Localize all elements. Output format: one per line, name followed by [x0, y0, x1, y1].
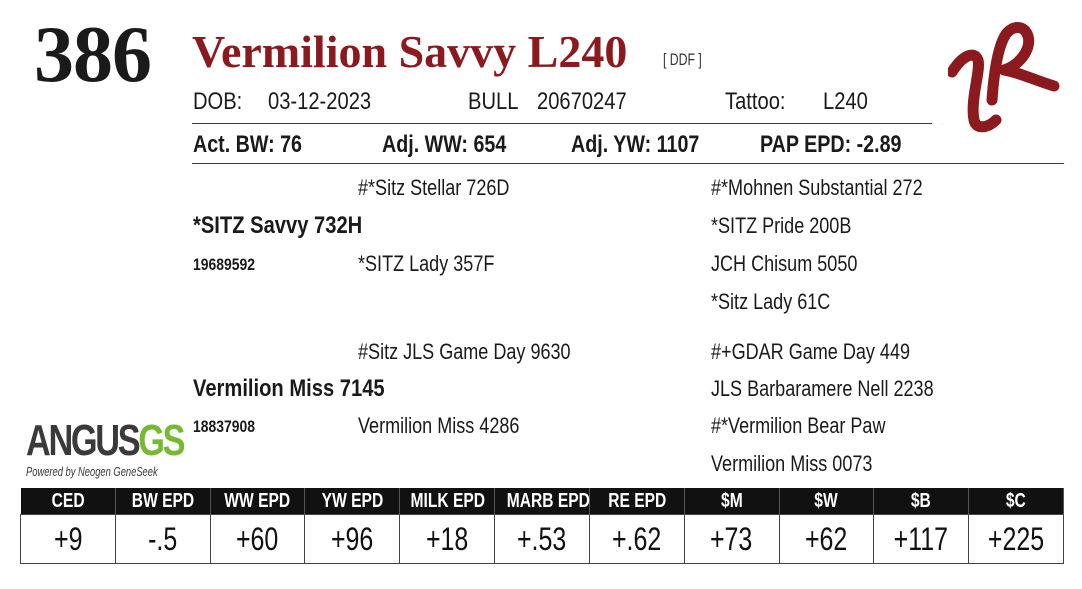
- sire-name: *SITZ Savvy 732H: [193, 212, 363, 239]
- epd-value-row: +9 -.5 +60 +96 +18 +.53 +.62 +73 +62 +11…: [20, 514, 1064, 564]
- sire-sire-dam: *SITZ Pride 200B: [711, 213, 852, 238]
- measures-divider: [192, 163, 1064, 164]
- angus-logo-tagline: Powered by Neogen GeneSeek: [26, 464, 158, 479]
- epd-header: $B: [873, 488, 970, 515]
- dam-sire-dam: JLS Barbaramere Nell 2238: [711, 376, 934, 401]
- animal-name: Vermilion Savvy L240: [192, 26, 628, 77]
- adjusted-weaning-weight: Adj. WW: 654: [382, 131, 507, 158]
- angus-logo-accent: GS: [138, 416, 185, 465]
- tattoo-label: Tattoo:: [725, 88, 786, 115]
- dam-dam-dam: Vermilion Miss 0073: [711, 451, 873, 476]
- sire-dam: *SITZ Lady 357F: [358, 251, 495, 276]
- sire-registration: 19689592: [193, 255, 256, 274]
- sire-dam-sire: JCH Chisum 5050: [711, 251, 858, 276]
- tattoo-value: L240: [823, 88, 868, 115]
- registration-number: 20670247: [537, 88, 627, 115]
- adjusted-yearling-weight: Adj. YW: 1107: [571, 131, 700, 158]
- lot-number: 386: [34, 11, 152, 99]
- genetic-tag: [ DDF ]: [663, 50, 702, 69]
- dam-dam-sire: #*Vermilion Bear Paw: [711, 413, 886, 438]
- dam-sire: #Sitz JLS Game Day 9630: [358, 339, 571, 364]
- epd-value: +9: [20, 514, 116, 564]
- angus-gs-logo: ANGUSGS Powered by Neogen GeneSeek: [26, 416, 227, 480]
- epd-value: +.62: [588, 514, 685, 564]
- dob-label: DOB:: [193, 88, 243, 115]
- sire-sire: #*Sitz Stellar 726D: [358, 175, 510, 200]
- epd-value: +.53: [494, 514, 590, 564]
- pap-epd: PAP EPD: -2.89: [760, 131, 902, 158]
- dam-sire-sire: #+GDAR Game Day 449: [711, 339, 911, 364]
- epd-header: BW EPD: [115, 488, 211, 515]
- epd-value: +18: [399, 514, 496, 564]
- epd-value: +117: [873, 514, 970, 564]
- vr-brand-icon: [946, 16, 1060, 134]
- epd-header: CED: [20, 488, 116, 515]
- epd-value: +225: [968, 514, 1064, 564]
- sire-dam-dam: *Sitz Lady 61C: [711, 289, 831, 314]
- epd-header: YW EPD: [304, 488, 401, 515]
- dam-name: Vermilion Miss 7145: [193, 375, 385, 402]
- epd-header: $M: [684, 488, 780, 515]
- dam-registration: 18837908: [193, 417, 256, 436]
- epd-value: +73: [683, 514, 780, 564]
- epd-value: +96: [304, 514, 401, 564]
- dam-dam: Vermilion Miss 4286: [358, 413, 520, 438]
- epd-value: +60: [209, 514, 306, 564]
- epd-header: $W: [779, 488, 875, 515]
- epd-value: +62: [778, 514, 875, 564]
- epd-header: MARB EPD: [494, 488, 590, 515]
- epd-header: $C: [968, 488, 1064, 515]
- header-divider: [192, 123, 932, 124]
- sire-sire-sire: #*Mohnen Substantial 272: [711, 175, 923, 200]
- actual-birth-weight: Act. BW: 76: [193, 131, 302, 158]
- epd-table: CED BW EPD WW EPD YW EPD MILK EPD MARB E…: [20, 488, 1064, 564]
- epd-header-row: CED BW EPD WW EPD YW EPD MILK EPD MARB E…: [20, 488, 1064, 515]
- epd-value: -.5: [114, 514, 211, 564]
- epd-header: RE EPD: [589, 488, 685, 515]
- epd-header: WW EPD: [210, 488, 306, 515]
- sex-value: BULL: [468, 88, 519, 115]
- dob-value: 03-12-2023: [268, 88, 372, 115]
- epd-header: MILK EPD: [399, 488, 496, 515]
- angus-logo-main: ANGUS: [26, 416, 141, 465]
